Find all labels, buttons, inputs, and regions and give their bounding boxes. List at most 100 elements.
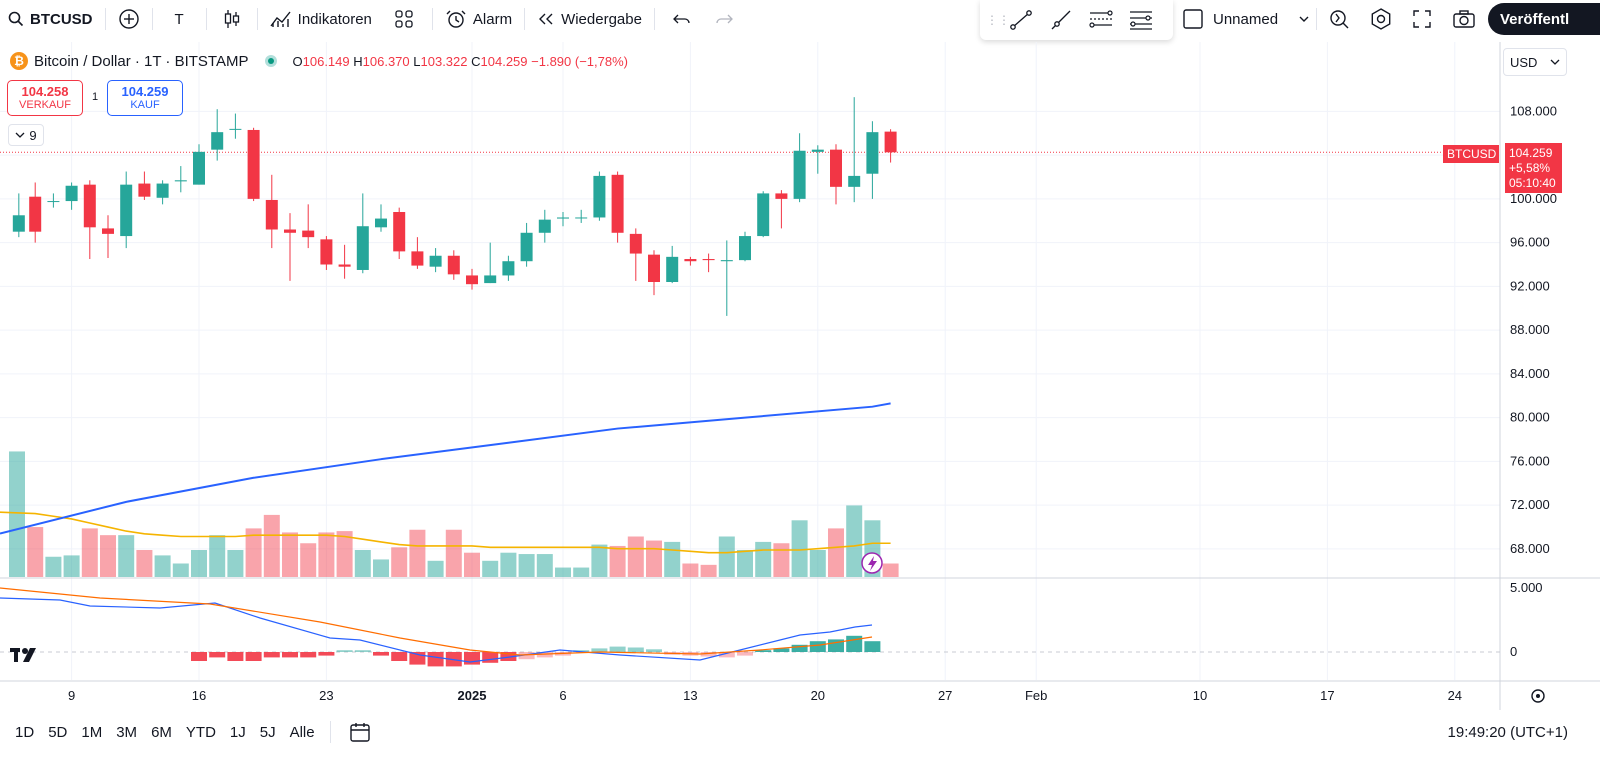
drag-handle-icon[interactable]: ⋮⋮: [986, 13, 1010, 27]
volume-bar: [336, 531, 353, 577]
trendline-tool[interactable]: [1002, 3, 1040, 37]
candle: [193, 144, 205, 185]
square-icon: [1183, 9, 1203, 29]
fullscreen-button[interactable]: [1404, 0, 1440, 38]
candle-body: [120, 184, 133, 237]
candle: [265, 174, 278, 249]
replay-button[interactable]: Wiedergabe: [529, 0, 650, 38]
goto-date-button[interactable]: [335, 721, 385, 743]
candle: [447, 250, 460, 280]
redo-button[interactable]: [705, 0, 743, 38]
time-axis-label: 10: [1193, 688, 1207, 703]
candle-body: [247, 129, 260, 199]
interval-label: T: [174, 10, 184, 28]
candle: [684, 256, 697, 266]
divider: [653, 8, 655, 30]
sell-label: VERKAUF: [19, 99, 71, 111]
range-button-6m[interactable]: 6M: [151, 723, 172, 741]
candle-body: [211, 132, 224, 150]
settings-button[interactable]: [1362, 0, 1400, 38]
indicators-button[interactable]: Indikatoren: [262, 0, 380, 38]
candle-body: [466, 275, 478, 285]
candle-body: [174, 180, 187, 182]
quick-search-button[interactable]: [1320, 0, 1358, 38]
alarm-button[interactable]: Alarm: [437, 0, 520, 38]
compare-button[interactable]: [110, 0, 148, 38]
templates-button[interactable]: [380, 0, 428, 38]
range-button-alle[interactable]: Alle: [289, 723, 315, 741]
candle: [83, 180, 96, 260]
macd-histogram-bar: [227, 652, 244, 661]
snapshot-button[interactable]: [1444, 0, 1484, 38]
fib-extension-tool[interactable]: [1122, 3, 1160, 37]
volume-ma-line: [0, 511, 891, 554]
candle: [720, 240, 733, 316]
symbol-search[interactable]: BTCUSD: [0, 0, 101, 38]
range-button-ytd[interactable]: YTD: [185, 723, 216, 741]
chart-canvas[interactable]: 108.000104.000100.00096.00092.00088.0008…: [0, 40, 1600, 710]
volume-bar: [573, 567, 590, 577]
volume-bar: [682, 563, 699, 577]
candle: [775, 190, 788, 229]
macd-histogram-bar: [245, 652, 262, 661]
candle: [611, 171, 624, 243]
logo-part: [23, 648, 36, 662]
indicators-icon: [270, 11, 291, 27]
macd-histogram-bar: [482, 652, 499, 663]
divider: [524, 8, 526, 30]
chart-type-button[interactable]: [211, 0, 253, 38]
range-button-1d[interactable]: 1D: [15, 723, 35, 741]
sell-button[interactable]: 104.258 VERKAUF: [7, 80, 83, 116]
candle: [47, 193, 60, 208]
candle-body: [884, 131, 897, 153]
candle-body: [338, 264, 351, 267]
fib-retracement-icon: [1089, 10, 1113, 28]
last-price-tag: 104.259 +5,58% 05:10:40: [1505, 143, 1562, 193]
volume-bar: [9, 451, 25, 577]
candle-body: [720, 260, 733, 262]
axis-settings-icon[interactable]: [1531, 689, 1545, 703]
volume-bar: [809, 550, 826, 577]
range-button-1m[interactable]: 1M: [81, 723, 103, 741]
range-button-5d[interactable]: 5D: [48, 723, 68, 741]
divider: [431, 8, 433, 30]
interval-button[interactable]: T: [157, 0, 202, 38]
candle: [557, 212, 569, 227]
divider: [256, 8, 258, 30]
publish-button[interactable]: Veröffentl: [1488, 3, 1600, 35]
undo-button[interactable]: [659, 0, 705, 38]
indicators-collapse-button[interactable]: 9: [8, 124, 44, 146]
layout-menu[interactable]: Unnamed: [1205, 0, 1318, 38]
drawing-favorites-bar: ⋮⋮: [980, 0, 1173, 40]
range-button-5j[interactable]: 5J: [259, 723, 276, 741]
layout-checkbox[interactable]: [1174, 0, 1212, 38]
range-button-1j[interactable]: 1J: [229, 723, 246, 741]
timezone-clock[interactable]: 19:49:20 (UTC+1): [1447, 724, 1568, 741]
volume-bar: [172, 563, 189, 577]
macd-axis-label: 0: [1510, 644, 1517, 659]
symbol-price-tag: BTCUSD: [1443, 145, 1499, 163]
ohlc-values: O106.149 H106.370 L103.322 C104.259 −1.8…: [293, 54, 629, 69]
grid: 108.000104.000100.00096.00092.00088.0008…: [0, 42, 1557, 680]
volume-bar: [409, 529, 426, 577]
indicator-count: 9: [29, 127, 37, 143]
volume-bar: [846, 505, 863, 577]
currency-select[interactable]: USD: [1503, 48, 1567, 76]
candle-body: [302, 230, 315, 238]
macd-histogram-bar: [354, 650, 371, 652]
close-label: C: [471, 53, 481, 69]
volume-bar: [154, 555, 171, 577]
open-value: 106.149: [302, 53, 350, 69]
buy-button[interactable]: 104.259 KAUF: [107, 80, 183, 116]
fib-retracement-tool[interactable]: [1082, 3, 1120, 37]
range-button-3m[interactable]: 3M: [116, 723, 138, 741]
macd-histogram-bar: [864, 641, 881, 652]
ray-tool[interactable]: [1042, 3, 1080, 37]
candle-body: [502, 261, 515, 276]
candle-body: [629, 233, 642, 254]
candle-body: [702, 259, 715, 261]
gear-icon: [1531, 689, 1545, 703]
candle: [629, 228, 642, 281]
candle-body: [447, 255, 460, 275]
candle-body: [848, 175, 861, 187]
